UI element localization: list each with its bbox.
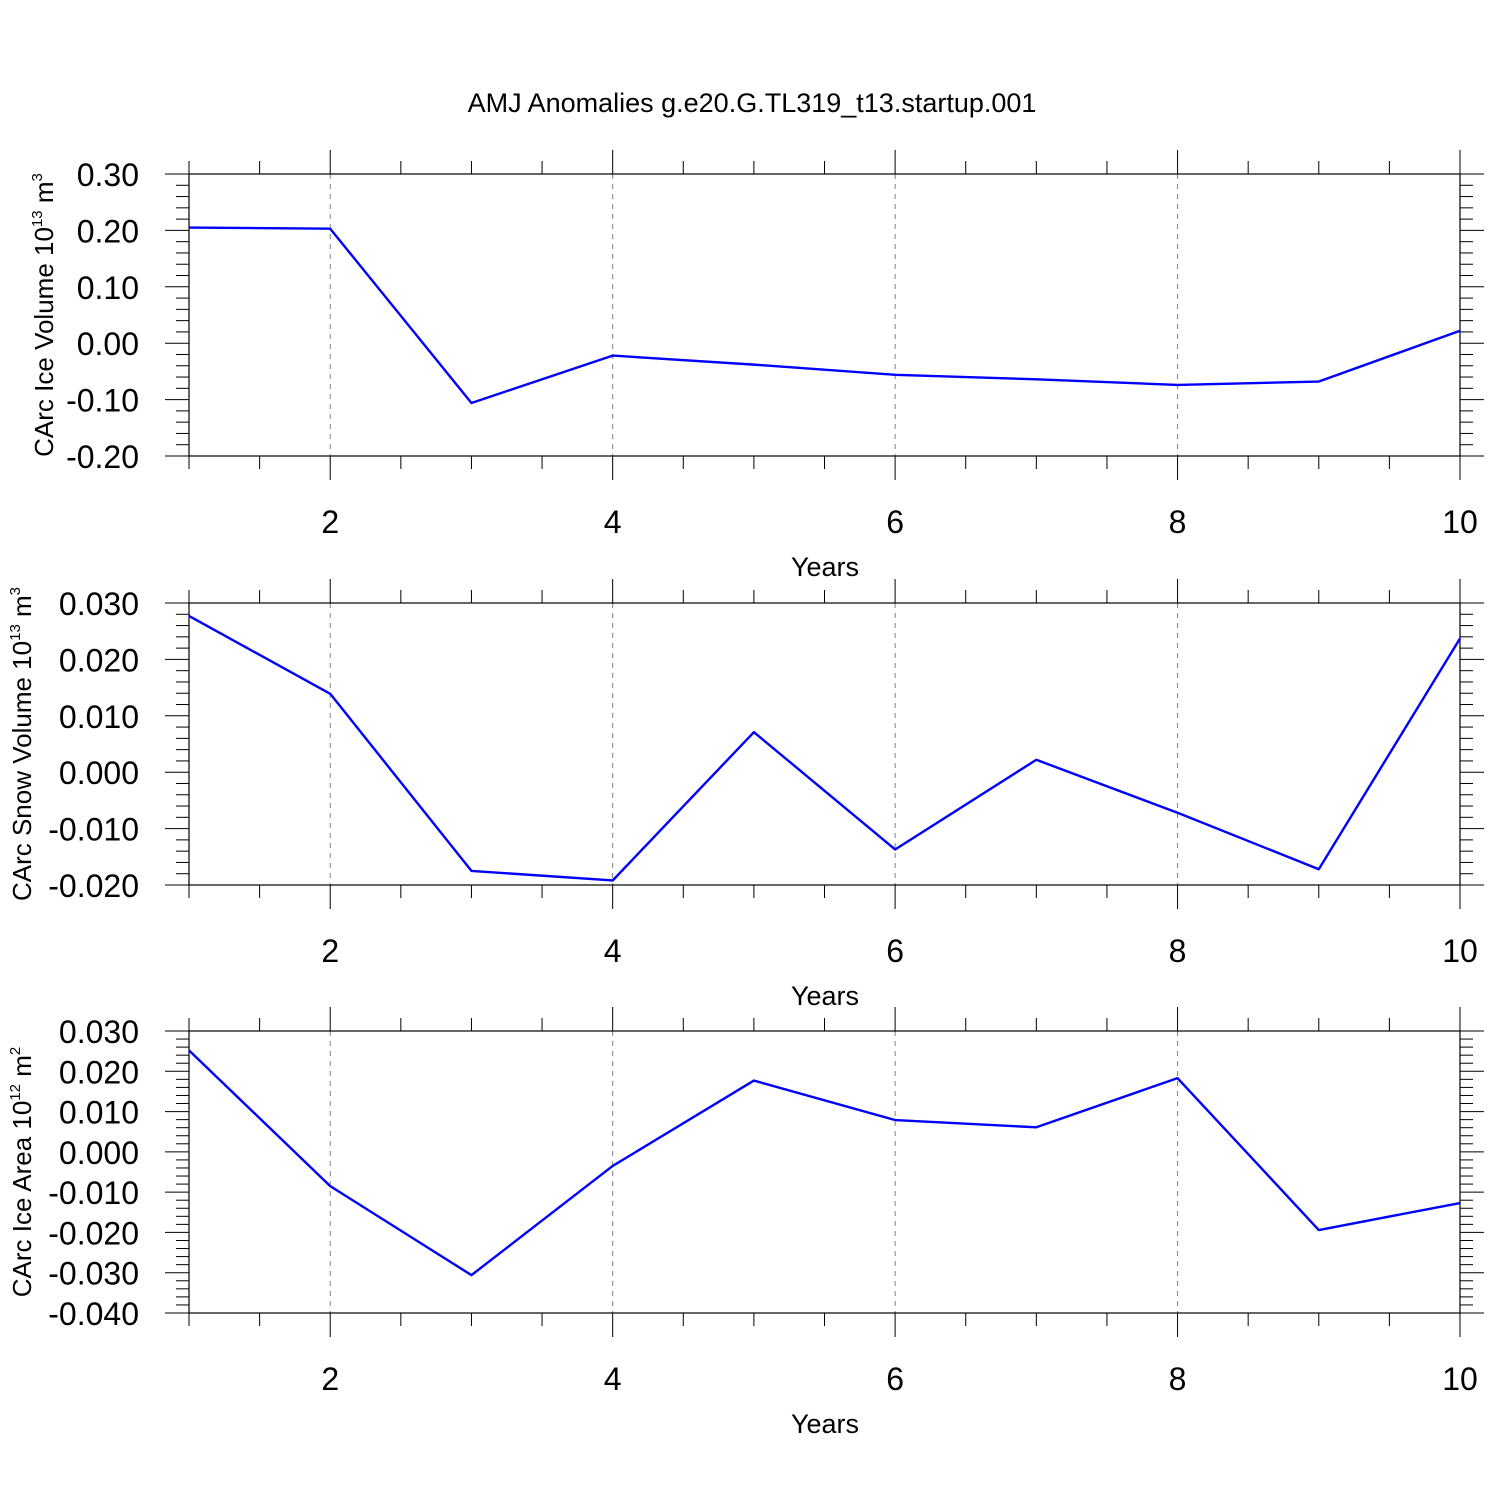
y-tick-label: -0.030 bbox=[48, 1256, 139, 1292]
x-tick-label: 2 bbox=[321, 933, 339, 969]
x-axis-label: Years bbox=[791, 552, 859, 582]
y-axis-label-exponent: 13 bbox=[29, 210, 46, 227]
y-tick-label: -0.010 bbox=[48, 1175, 139, 1211]
plot-frame bbox=[188, 602, 1461, 886]
y-tick-label: 0.030 bbox=[59, 1014, 139, 1050]
plot-frame bbox=[188, 173, 1461, 457]
y-tick-label: 0.20 bbox=[77, 213, 139, 249]
panels: 2 4 6 8 10 Years -0.20 -0.10 0.00 0.10 0.20 0.30 CAr… bbox=[7, 150, 1484, 1439]
x-tick-label: 10 bbox=[1442, 504, 1478, 540]
figure-title: AMJ Anomalies g.e20.G.TL319_t13.startup.… bbox=[468, 88, 1037, 118]
x-axis-label: Years bbox=[791, 1409, 859, 1439]
y-tick-label: -0.010 bbox=[48, 812, 139, 848]
x-tick-label: 6 bbox=[886, 504, 904, 540]
y-tick-label: 0.10 bbox=[77, 270, 139, 306]
plot-frame bbox=[188, 1030, 1461, 1314]
y-axis-label-unit: m bbox=[7, 1055, 37, 1084]
y-tick-label: 0.030 bbox=[59, 586, 139, 622]
x-tick-label: 4 bbox=[604, 504, 622, 540]
x-tick-label: 2 bbox=[321, 1361, 339, 1397]
series-line bbox=[188, 614, 1462, 882]
y-axis-label-unit: m bbox=[7, 595, 37, 624]
y-tick-label: 0.000 bbox=[59, 755, 139, 791]
y-tick-label: -0.020 bbox=[48, 1215, 139, 1251]
x-tick-label: 8 bbox=[1169, 504, 1187, 540]
y-axis-label: CArc Ice Volume 1013 m3 bbox=[29, 173, 59, 457]
x-tick-label: 8 bbox=[1169, 1361, 1187, 1397]
y-tick-label: 0.30 bbox=[77, 157, 139, 193]
y-axis-label-exponent: 12 bbox=[7, 1084, 24, 1101]
y-axis-label: CArc Snow Volume 1013 m3 bbox=[7, 587, 37, 901]
y-tick-label: -0.040 bbox=[48, 1296, 139, 1332]
chart-panel-2: 2 4 6 8 10 Years -0.020 -0.010 0.000 0.010 0.020 0.… bbox=[7, 579, 1484, 1011]
x-tick-label: 10 bbox=[1442, 1361, 1478, 1397]
chart-panel-3: 2 4 6 8 10 Years -0.040 -0.030 -0.020 -0.010 0.000… bbox=[7, 1007, 1484, 1439]
y-tick-label: 0.020 bbox=[59, 642, 139, 678]
y-axis-label-text: CArc Ice Volume 10 bbox=[29, 227, 59, 457]
x-tick-label: 2 bbox=[321, 504, 339, 540]
series-line bbox=[188, 226, 1461, 405]
y-tick-label: -0.20 bbox=[66, 439, 139, 475]
y-tick-label: -0.020 bbox=[48, 868, 139, 904]
x-tick-label: 6 bbox=[886, 1361, 904, 1397]
x-tick-label: 10 bbox=[1442, 933, 1478, 969]
series-line bbox=[188, 1049, 1461, 1277]
chart-panel-1: 2 4 6 8 10 Years -0.20 -0.10 0.00 0.10 0.20 0.30 CAr… bbox=[29, 150, 1484, 582]
x-tick-label: 4 bbox=[604, 933, 622, 969]
y-axis-label-unit-exponent: 3 bbox=[29, 173, 46, 181]
y-tick-label: 0.010 bbox=[59, 699, 139, 735]
y-axis-label-unit: m bbox=[29, 181, 59, 210]
y-axis-label-exponent: 13 bbox=[7, 624, 24, 641]
y-axis-label-text: CArc Snow Volume 10 bbox=[7, 641, 37, 901]
y-axis-label-text: CArc Ice Area 10 bbox=[7, 1101, 37, 1298]
y-tick-label: 0.020 bbox=[59, 1054, 139, 1090]
x-tick-label: 6 bbox=[886, 933, 904, 969]
y-axis-label: CArc Ice Area 1012 m2 bbox=[7, 1047, 37, 1297]
y-tick-label: 0.010 bbox=[59, 1095, 139, 1131]
y-axis-label-unit-exponent: 2 bbox=[7, 1047, 24, 1055]
y-tick-label: 0.00 bbox=[77, 326, 139, 362]
y-axis-label-unit-exponent: 3 bbox=[7, 587, 24, 595]
x-tick-label: 4 bbox=[604, 1361, 622, 1397]
y-tick-label: -0.10 bbox=[66, 383, 139, 419]
y-tick-label: 0.000 bbox=[59, 1135, 139, 1171]
x-axis-label: Years bbox=[791, 981, 859, 1011]
x-tick-label: 8 bbox=[1169, 933, 1187, 969]
